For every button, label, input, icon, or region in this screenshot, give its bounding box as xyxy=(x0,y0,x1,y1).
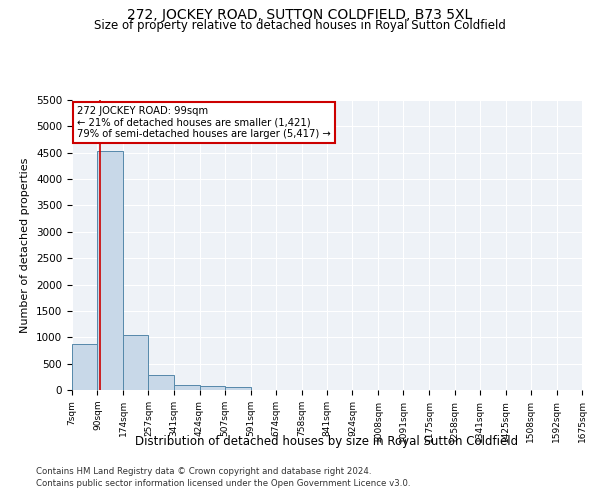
Text: Contains public sector information licensed under the Open Government Licence v3: Contains public sector information licen… xyxy=(36,478,410,488)
Bar xyxy=(174,385,199,390)
Text: 272 JOCKEY ROAD: 99sqm
← 21% of detached houses are smaller (1,421)
79% of semi-: 272 JOCKEY ROAD: 99sqm ← 21% of detached… xyxy=(77,106,331,139)
Bar xyxy=(97,151,123,390)
Bar xyxy=(148,375,174,390)
Text: Size of property relative to detached houses in Royal Sutton Coldfield: Size of property relative to detached ho… xyxy=(94,19,506,32)
Bar xyxy=(123,334,148,390)
Bar xyxy=(225,387,251,390)
Text: 272, JOCKEY ROAD, SUTTON COLDFIELD, B73 5XL: 272, JOCKEY ROAD, SUTTON COLDFIELD, B73 … xyxy=(127,8,473,22)
Text: Distribution of detached houses by size in Royal Sutton Coldfield: Distribution of detached houses by size … xyxy=(136,435,518,448)
Bar xyxy=(199,386,225,390)
Bar xyxy=(72,344,97,390)
Text: Contains HM Land Registry data © Crown copyright and database right 2024.: Contains HM Land Registry data © Crown c… xyxy=(36,467,371,476)
Y-axis label: Number of detached properties: Number of detached properties xyxy=(20,158,31,332)
